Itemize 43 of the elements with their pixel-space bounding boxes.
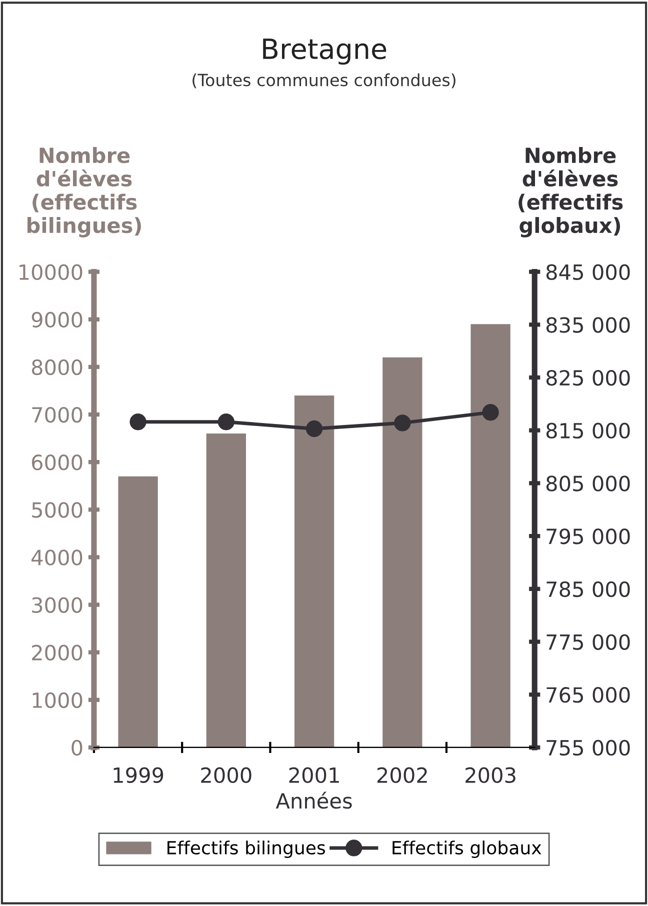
y2-tick-label: 835 000 — [546, 317, 630, 333]
y2-tick-label: 845 000 — [546, 264, 630, 280]
y-tick-label: 10000 — [20, 264, 82, 280]
x-tick-label: 2003 — [466, 767, 516, 784]
y2-tick-label: 805 000 — [546, 476, 630, 492]
bar — [294, 395, 334, 748]
y2-tick-label: 775 000 — [546, 634, 630, 650]
y-tick-label: 1000 — [32, 692, 82, 708]
chart-title: Bretagne — [263, 38, 386, 65]
y-tick-label: 0 — [72, 740, 82, 756]
x-axis-title: Années — [276, 792, 352, 809]
y2-tick-label: 755 000 — [546, 740, 630, 756]
y-tick-label: 7000 — [32, 406, 82, 423]
chart-subtitle: (Toutes communes confondues) — [192, 73, 456, 88]
bar — [382, 357, 422, 748]
y-tick-label: 5000 — [32, 502, 82, 518]
y-tick-label: 9000 — [32, 312, 82, 328]
y-tick-label: 8000 — [32, 359, 82, 376]
bar — [118, 476, 158, 748]
bar — [206, 434, 246, 748]
x-tick-label: 2000 — [201, 767, 252, 784]
point — [218, 414, 234, 430]
y2-axis-title: Nombre d'élèves (effectifs globaux) — [518, 147, 623, 238]
x-tick-label: 1999 — [114, 767, 164, 784]
y-tick-label: 3000 — [32, 597, 82, 613]
y2-tick-label: 795 000 — [546, 528, 630, 544]
bar — [470, 324, 510, 748]
y-tick-label: 6000 — [32, 454, 82, 470]
point — [482, 404, 499, 421]
y2-tick-label: 765 000 — [546, 687, 630, 703]
point — [306, 420, 323, 438]
y2-tick-label: 825 000 — [546, 370, 630, 386]
y2-tick-label: 785 000 — [546, 581, 630, 598]
legend-label: Effectifs bilingues — [168, 840, 326, 858]
y-tick-label: 4000 — [32, 550, 82, 566]
point — [394, 414, 411, 432]
point — [130, 414, 146, 430]
x-tick-label: 2002 — [377, 767, 427, 784]
y2-tick-label: 815 000 — [546, 422, 630, 439]
legend-label: Effectifs globaux — [392, 840, 542, 858]
x-tick-label: 2001 — [289, 767, 339, 784]
y-tick-label: 2000 — [32, 644, 82, 661]
y-axis-title: Nombre d'élèves (effectifs bilingues) — [28, 147, 141, 238]
